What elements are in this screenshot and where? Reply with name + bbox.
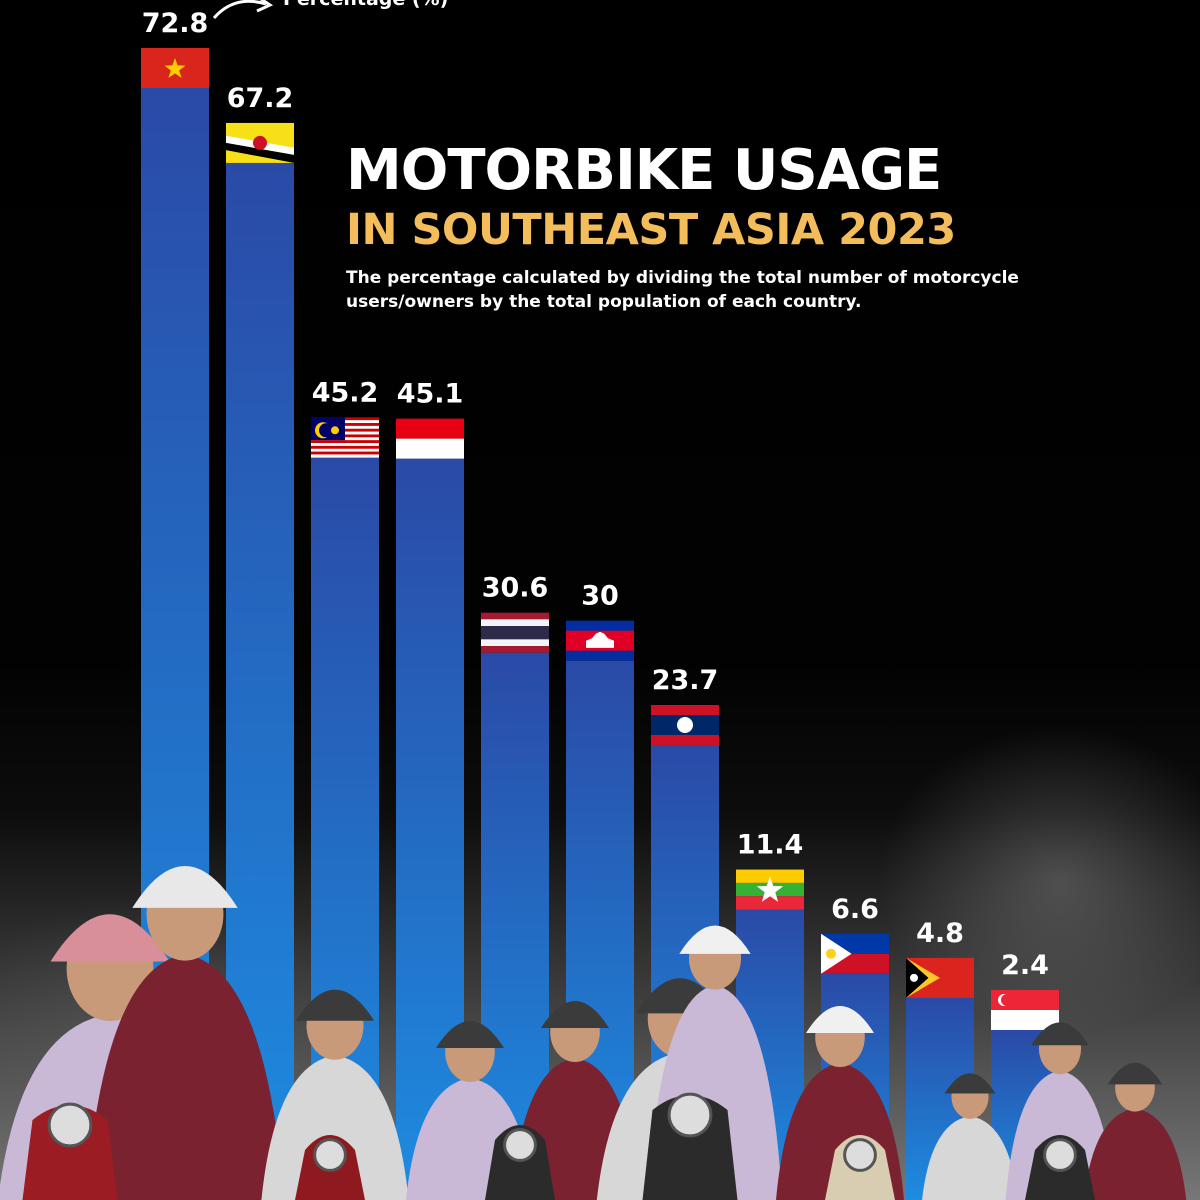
- title-block: MOTORBIKE USAGE IN SOUTHEAST ASIA 2023 T…: [346, 138, 1106, 314]
- value-label: 45.2: [312, 377, 379, 408]
- rider-silhouette: [922, 1073, 1018, 1200]
- scooter-front: [642, 1092, 738, 1200]
- axis-note-arrow: [212, 0, 274, 20]
- bar-indonesia: [396, 458, 464, 1200]
- flag-thailand-icon: [481, 612, 549, 653]
- value-label: 45.1: [397, 379, 464, 410]
- flag-singapore-icon: [991, 990, 1059, 1030]
- page-title-accent: IN SOUTHEAST ASIA 2023: [346, 205, 956, 255]
- rider-silhouette: [1083, 1062, 1187, 1200]
- scooter-front: [825, 1135, 895, 1200]
- flag-philippines-icon: [821, 933, 889, 974]
- scooter-front: [1025, 1135, 1095, 1200]
- value-label: 23.7: [652, 665, 719, 696]
- flag-malaysia-icon: [311, 417, 379, 458]
- value-label: 67.2: [227, 83, 294, 114]
- page-title: MOTORBIKE USAGE: [346, 138, 942, 203]
- scooter-front: [485, 1125, 555, 1200]
- rider-silhouette: [85, 866, 285, 1200]
- subtitle: The percentage calculated by dividing th…: [346, 268, 1019, 312]
- rider-silhouette: [261, 989, 409, 1200]
- value-label: 72.8: [142, 8, 209, 39]
- value-label: 30.6: [482, 573, 549, 604]
- curved-arrow-icon: [212, 0, 267, 20]
- flag-indonesia-icon: [396, 418, 464, 459]
- flag-cambodia-icon: [566, 620, 634, 661]
- value-label: 2.4: [1001, 950, 1049, 981]
- flag-laos-icon: [651, 704, 719, 745]
- scooter-front: [22, 1102, 118, 1200]
- flag-vietnam-icon: [141, 48, 209, 88]
- scooter-front: [295, 1135, 365, 1200]
- value-label: 6.6: [831, 894, 879, 925]
- flags-layer: [141, 48, 1059, 1030]
- value-label: 11.4: [737, 830, 804, 861]
- flag-brunei-icon: [226, 122, 294, 163]
- value-label: 30: [581, 581, 619, 612]
- arrow-head-icon: [256, 0, 274, 13]
- flag-timor-leste-icon: [906, 957, 974, 998]
- value-label: 4.8: [916, 918, 964, 949]
- axis-note: Percentage (%): [283, 0, 448, 10]
- flag-myanmar-icon: [736, 869, 804, 910]
- riders-silhouettes: [0, 866, 1187, 1200]
- value-labels-layer: 72.8 67.2 45.2 45.1 30.6 30 23.7 11.4 6.6 4.8 2.4: [142, 8, 1049, 981]
